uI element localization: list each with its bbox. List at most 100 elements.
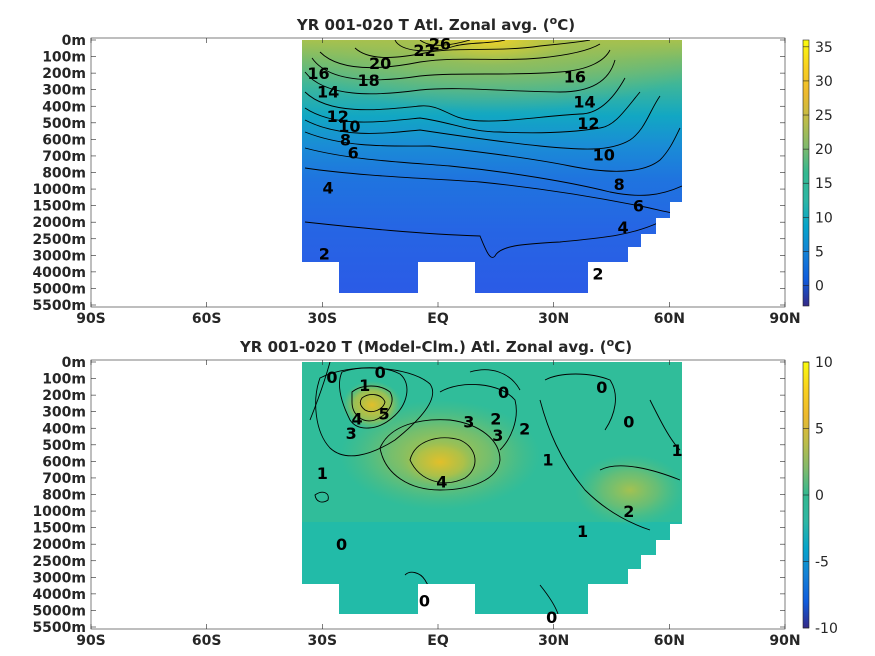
top-contour-label: 14 <box>573 92 595 111</box>
top-y-tick-label: 5000m <box>32 281 86 297</box>
bottom-contour-label: 0 <box>336 535 347 554</box>
bottom-x-tick-label: 60N <box>654 633 685 649</box>
top-contour-label: 10 <box>593 145 615 164</box>
top-colorbar-tick-label: 15 <box>815 176 833 192</box>
bottom-colorbar-tick-label: -10 <box>815 621 838 637</box>
bottom-y-tick-label: 200m <box>42 388 86 404</box>
top-colorbar-tick-label: 25 <box>815 108 833 124</box>
bottom-x-tick-label: 60S <box>192 633 222 649</box>
bottom-contour-label: 0 <box>419 592 430 611</box>
bottom-y-tick-label: 0m <box>62 355 86 371</box>
top-contour-label: 20 <box>369 54 391 73</box>
bottom-x-tick-label: 90S <box>76 633 106 649</box>
bottom-contour-label: 1 <box>671 441 682 460</box>
top-colorbar-bar <box>802 39 810 307</box>
top-contour-label: 12 <box>327 107 349 126</box>
top-colorbar-tick-label: 20 <box>815 142 833 158</box>
bottom-field <box>302 362 682 614</box>
top-y-tick-label: 300m <box>42 83 86 99</box>
bottom-colorbar-ticks: 10 5 0 -5 -10 <box>803 355 838 637</box>
bottom-contour-label: 0 <box>375 363 386 382</box>
bottom-colorbar-tick-label: -5 <box>815 555 829 571</box>
bottom-contour-label: 0 <box>546 608 557 627</box>
bottom-x-tick-label: 30N <box>538 633 569 649</box>
bottom-colorbar-tick-label: 10 <box>815 355 833 371</box>
top-contour-label: 14 <box>317 82 339 101</box>
top-contour-label: 6 <box>633 197 644 216</box>
bottom-contour-label: 1 <box>577 522 588 541</box>
top-x-tick-label: EQ <box>427 311 449 327</box>
top-y-tick-label: 2500m <box>32 232 86 248</box>
top-colorbar: 35 30 25 20 15 10 5 0 <box>802 39 833 307</box>
top-y-tick-label: 0m <box>62 33 86 49</box>
top-y-tick-label: 2000m <box>32 215 86 231</box>
bottom-y-ticks <box>91 361 785 628</box>
top-y-tick-label: 3000m <box>32 248 86 264</box>
top-contour-label: 2 <box>319 245 330 264</box>
top-y-tick-label: 800m <box>42 166 86 182</box>
top-y-ticks <box>91 39 785 306</box>
top-x-tick-labels: 90S 60S 30S EQ 30N 60N 90N <box>76 311 800 327</box>
top-contour-label: 26 <box>429 34 451 53</box>
top-contour-label: 22 <box>413 41 435 60</box>
bottom-panel: YR 001-020 T (Model-Clm.) Atl. Zonal avg… <box>32 336 837 649</box>
top-contour-label: 12 <box>577 114 599 133</box>
top-y-tick-label: 200m <box>42 66 86 82</box>
bottom-x-tick-label: EQ <box>427 633 449 649</box>
bottom-contour-label: 2 <box>519 419 530 438</box>
bottom-contour-label: 4 <box>351 409 362 428</box>
bottom-contour-label: 3 <box>492 426 503 445</box>
top-contour-label: 2 <box>592 265 603 284</box>
top-contour-label: 4 <box>617 218 628 237</box>
top-x-tick-label: 90S <box>76 311 106 327</box>
top-contour-label: 6 <box>348 144 359 163</box>
top-y-tick-label: 700m <box>42 149 86 165</box>
bottom-x-tick-label: 90N <box>769 633 800 649</box>
bottom-x-tick-labels: 90S 60S 30S EQ 30N 60N 90N <box>76 633 800 649</box>
bottom-x-ticks <box>90 360 786 629</box>
top-x-tick-label: 60N <box>654 311 685 327</box>
top-colorbar-tick-label: 0 <box>815 279 824 295</box>
bottom-y-tick-labels: 0m100m200m300m400m500m600m700m800m1000m1… <box>32 355 86 636</box>
top-x-tick-label: 90N <box>769 311 800 327</box>
top-contour-label: 10 <box>338 117 360 136</box>
top-x-ticks <box>90 38 786 307</box>
bottom-contours <box>309 362 681 614</box>
top-contour-label: 16 <box>307 64 329 83</box>
bottom-contour-label: 1 <box>317 464 328 483</box>
bottom-y-tick-label: 5500m <box>32 620 86 636</box>
bottom-y-tick-label: 5000m <box>32 603 86 619</box>
top-x-tick-label: 60S <box>192 311 222 327</box>
top-contour-label: 18 <box>357 71 379 90</box>
top-x-tick-label: 30S <box>308 311 338 327</box>
top-y-tick-label: 5500m <box>32 298 86 314</box>
bottom-y-tick-label: 300m <box>42 405 86 421</box>
bottom-y-tick-label: 100m <box>42 372 86 388</box>
top-contour-label: 8 <box>614 175 625 194</box>
bottom-y-tick-label: 500m <box>42 438 86 454</box>
top-y-tick-label: 400m <box>42 99 86 115</box>
top-contour-label: 4 <box>323 178 334 197</box>
top-y-tick-label: 600m <box>42 132 86 148</box>
bottom-contour-label: 0 <box>596 378 607 397</box>
bottom-contour-label: 3 <box>346 424 357 443</box>
bottom-colorbar: 10 5 0 -5 -10 <box>802 355 838 637</box>
bottom-y-tick-label: 700m <box>42 471 86 487</box>
top-y-tick-label: 1000m <box>32 182 86 198</box>
bottom-contour-label: 0 <box>326 368 337 387</box>
top-colorbar-tick-label: 35 <box>815 40 833 56</box>
bottom-y-tick-label: 1500m <box>32 521 86 537</box>
top-colorbar-tick-label: 5 <box>815 244 824 260</box>
top-panel: YR 001-020 T Atl. Zonal avg. (oC) <box>32 14 832 327</box>
bottom-contour-label: 2 <box>490 409 501 428</box>
bottom-y-tick-label: 3000m <box>32 570 86 586</box>
bottom-contour-label: 1 <box>542 451 553 470</box>
bottom-contour-label: 4 <box>436 472 447 491</box>
bottom-x-tick-label: 30S <box>308 633 338 649</box>
bottom-colorbar-tick-label: 0 <box>815 488 824 504</box>
bottom-y-tick-label: 600m <box>42 454 86 470</box>
top-field <box>302 40 682 293</box>
